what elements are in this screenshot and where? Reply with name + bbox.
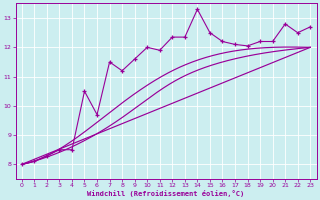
X-axis label: Windchill (Refroidissement éolien,°C): Windchill (Refroidissement éolien,°C) — [87, 190, 245, 197]
